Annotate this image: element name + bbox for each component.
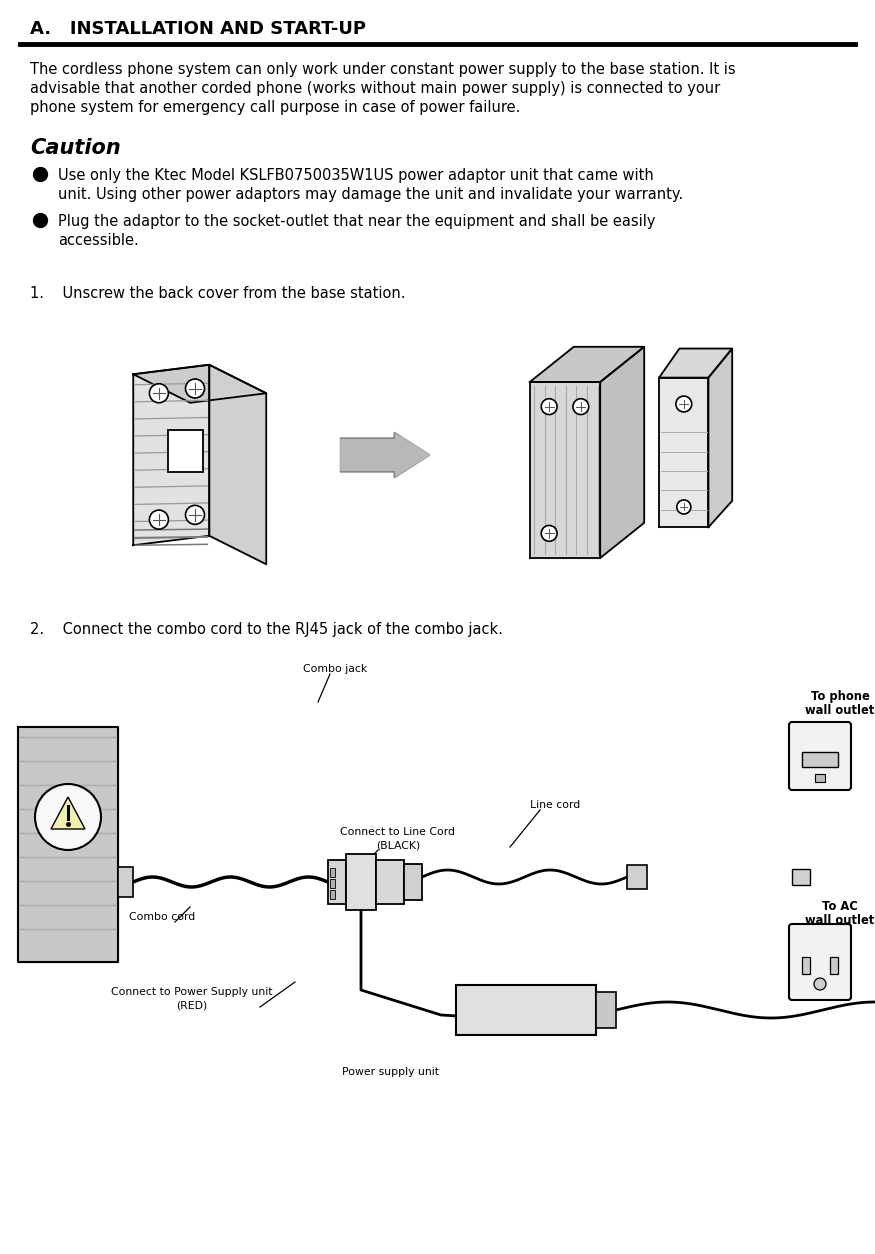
Circle shape	[150, 510, 168, 529]
Polygon shape	[51, 798, 85, 829]
Text: Line cord: Line cord	[530, 800, 580, 810]
Polygon shape	[456, 984, 596, 1035]
Circle shape	[676, 396, 692, 411]
Text: To AC: To AC	[822, 900, 858, 913]
FancyBboxPatch shape	[168, 430, 203, 472]
Polygon shape	[659, 349, 732, 377]
Text: 1.    Unscrew the back cover from the base station.: 1. Unscrew the back cover from the base …	[30, 286, 405, 301]
Text: Combo cord: Combo cord	[129, 912, 195, 922]
Polygon shape	[209, 365, 266, 564]
Polygon shape	[330, 879, 335, 888]
FancyArrowPatch shape	[340, 434, 430, 475]
Circle shape	[814, 978, 826, 989]
Text: wall outlet: wall outlet	[805, 703, 875, 717]
Text: (BLACK): (BLACK)	[376, 840, 420, 850]
Circle shape	[150, 384, 168, 403]
Polygon shape	[596, 992, 616, 1028]
Text: accessible.: accessible.	[58, 233, 139, 248]
Circle shape	[676, 500, 691, 514]
Circle shape	[186, 379, 205, 398]
Text: To phone: To phone	[810, 690, 870, 703]
Polygon shape	[133, 365, 209, 545]
Text: phone system for emergency call purpose in case of power failure.: phone system for emergency call purpose …	[30, 100, 521, 115]
Polygon shape	[18, 727, 118, 962]
Polygon shape	[659, 377, 709, 527]
Text: Power supply unit: Power supply unit	[341, 1067, 438, 1077]
Polygon shape	[118, 867, 133, 897]
Polygon shape	[830, 957, 838, 974]
Polygon shape	[376, 860, 404, 904]
Polygon shape	[328, 860, 346, 904]
Polygon shape	[330, 868, 335, 877]
Polygon shape	[346, 854, 376, 910]
Text: (RED): (RED)	[177, 999, 207, 1009]
Text: A.   INSTALLATION AND START-UP: A. INSTALLATION AND START-UP	[30, 20, 366, 38]
Polygon shape	[404, 864, 422, 900]
Text: wall outlet: wall outlet	[805, 914, 875, 927]
Text: The cordless phone system can only work under constant power supply to the base : The cordless phone system can only work …	[30, 61, 736, 76]
Circle shape	[35, 784, 101, 850]
Text: Combo jack: Combo jack	[303, 665, 368, 673]
Text: Connect to Power Supply unit: Connect to Power Supply unit	[111, 987, 273, 997]
Polygon shape	[792, 869, 810, 885]
FancyBboxPatch shape	[789, 722, 851, 790]
Text: Plug the adaptor to the socket-outlet that near the equipment and shall be easil: Plug the adaptor to the socket-outlet th…	[58, 214, 655, 229]
Circle shape	[186, 505, 205, 524]
Text: Use only the Ktec Model KSLFB0750035W1US power adaptor unit that came with: Use only the Ktec Model KSLFB0750035W1US…	[58, 168, 654, 183]
Polygon shape	[133, 365, 266, 403]
Polygon shape	[529, 382, 600, 558]
Polygon shape	[330, 890, 335, 899]
Text: advisable that another corded phone (works without main power supply) is connect: advisable that another corded phone (wor…	[30, 82, 720, 97]
Polygon shape	[709, 349, 732, 527]
Text: Caution: Caution	[30, 138, 121, 158]
Circle shape	[573, 399, 589, 415]
Text: unit. Using other power adaptors may damage the unit and invalidate your warrant: unit. Using other power adaptors may dam…	[58, 187, 683, 202]
Polygon shape	[600, 347, 644, 558]
Polygon shape	[815, 774, 825, 782]
Polygon shape	[529, 347, 644, 382]
FancyBboxPatch shape	[789, 924, 851, 999]
Polygon shape	[802, 957, 810, 974]
Text: Connect to Line Cord: Connect to Line Cord	[340, 826, 456, 836]
Polygon shape	[627, 865, 647, 889]
Polygon shape	[802, 752, 838, 767]
Text: 2.    Connect the combo cord to the RJ45 jack of the combo jack.: 2. Connect the combo cord to the RJ45 ja…	[30, 622, 503, 637]
Circle shape	[542, 399, 557, 415]
Circle shape	[542, 525, 557, 542]
